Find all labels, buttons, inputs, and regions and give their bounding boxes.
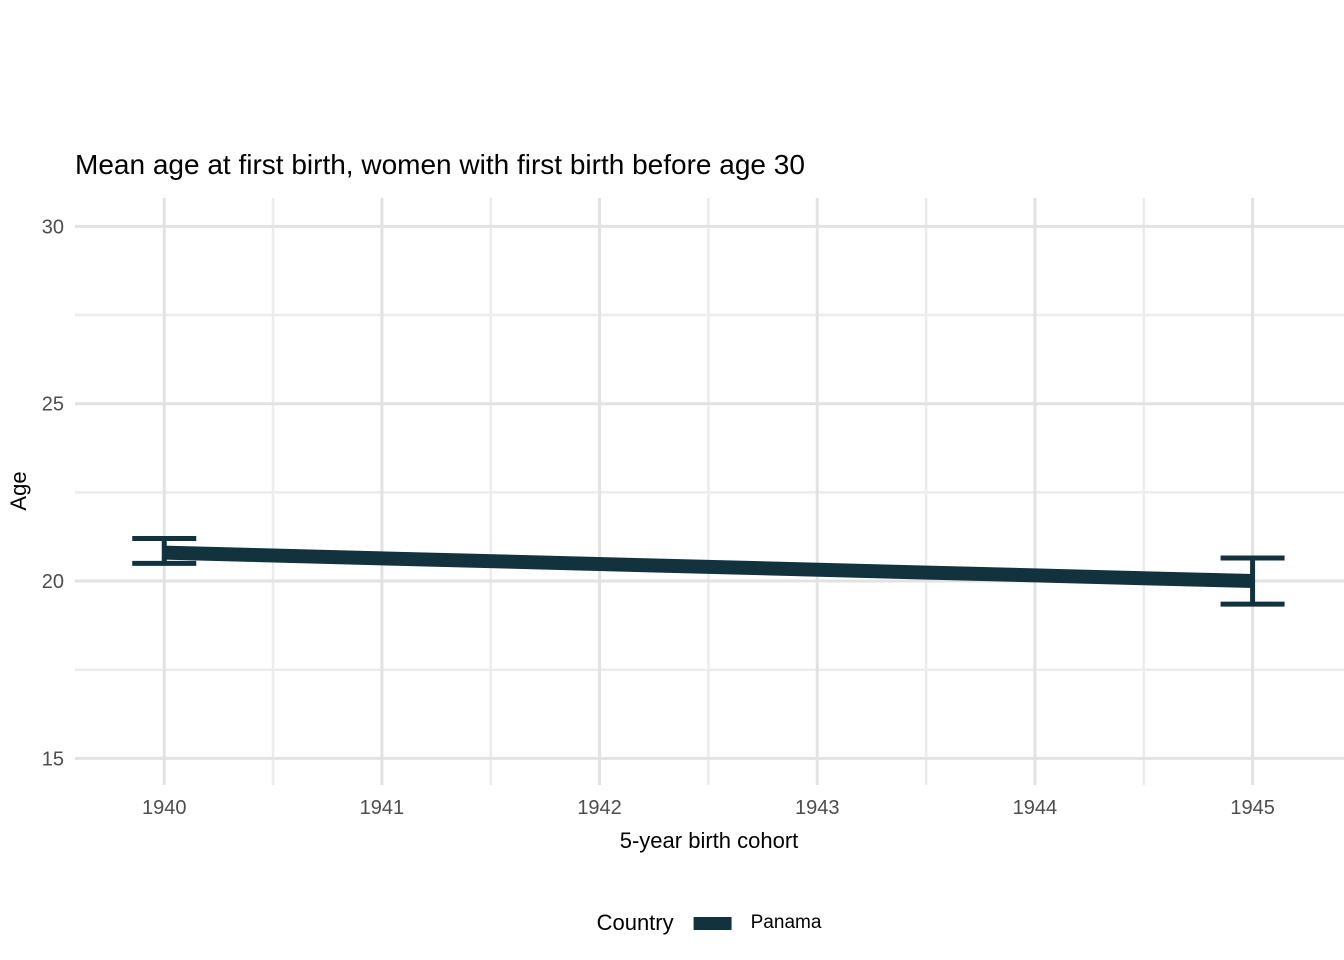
legend-title: Country: [596, 910, 674, 935]
chart-title: Mean age at first birth, women with firs…: [75, 149, 805, 180]
y-tick-label: 25: [42, 394, 64, 416]
legend-label-panama: Panama: [750, 912, 822, 933]
y-tick-label: 20: [42, 571, 64, 593]
x-tick-label: 1941: [360, 797, 405, 819]
y-tick-label: 15: [42, 748, 64, 770]
x-tick-label: 1940: [142, 797, 187, 819]
x-tick-label: 1942: [577, 797, 622, 819]
x-axis-title: 5-year birth cohort: [619, 828, 799, 853]
x-tick-label: 1945: [1230, 797, 1275, 819]
y-axis-title: Age: [6, 471, 31, 511]
y-tick-label: 30: [42, 216, 64, 238]
x-tick-label: 1943: [795, 797, 840, 819]
legend-swatch-panama: [693, 916, 732, 930]
x-tick-label: 1944: [1013, 797, 1058, 819]
legend: Country Panama: [597, 908, 822, 938]
series-line-panama: [164, 545, 1253, 589]
